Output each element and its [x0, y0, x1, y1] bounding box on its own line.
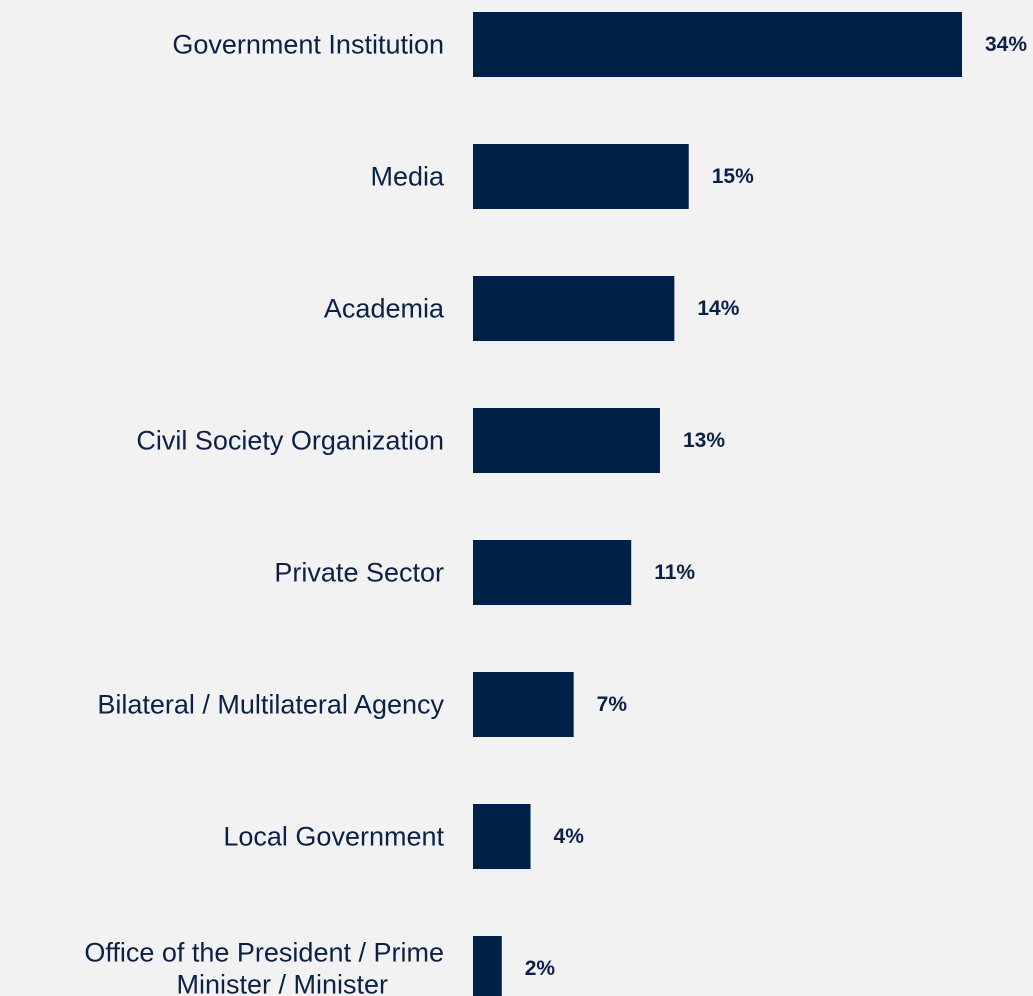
value-label-6: 4% — [554, 825, 585, 848]
bar-5 — [473, 672, 574, 737]
bar-6 — [473, 804, 531, 869]
category-label-0: Government Institution — [172, 30, 444, 60]
value-label-2: 14% — [697, 297, 739, 320]
category-label-3: Civil Society Organization — [136, 426, 444, 456]
category-label-line: Media — [370, 162, 445, 192]
value-label-0: 34% — [985, 33, 1027, 56]
category-label-line: Civil Society Organization — [136, 426, 444, 456]
category-label-7: Office of the President / Prime Minister … — [84, 938, 444, 996]
bar-4 — [473, 540, 632, 605]
bar-3 — [473, 408, 660, 473]
category-label-line: Bilateral / Multilateral Agency — [97, 690, 444, 720]
category-label-6: Local Government — [223, 822, 444, 852]
bar-0 — [473, 12, 962, 77]
category-label-5: Bilateral / Multilateral Agency — [97, 690, 444, 720]
category-label-line: Local Government — [223, 822, 444, 852]
category-label-2: Academia — [324, 294, 445, 324]
value-label-4: 11% — [654, 561, 695, 584]
category-label-line: Minister / Minister — [176, 970, 388, 996]
category-label-1: Media — [370, 162, 445, 192]
bar-2 — [473, 276, 675, 341]
category-label-line: Government Institution — [172, 30, 444, 60]
bar-7 — [473, 936, 502, 996]
value-label-3: 13% — [683, 429, 725, 452]
value-label-7: 2% — [525, 957, 556, 980]
value-label-1: 15% — [712, 165, 754, 188]
category-label-line: Office of the President / Prime — [84, 938, 444, 968]
bar-1 — [473, 144, 689, 209]
value-label-5: 7% — [597, 693, 628, 716]
category-label-line: Private Sector — [274, 558, 444, 588]
category-label-line: Academia — [324, 294, 445, 324]
category-label-4: Private Sector — [274, 558, 444, 588]
